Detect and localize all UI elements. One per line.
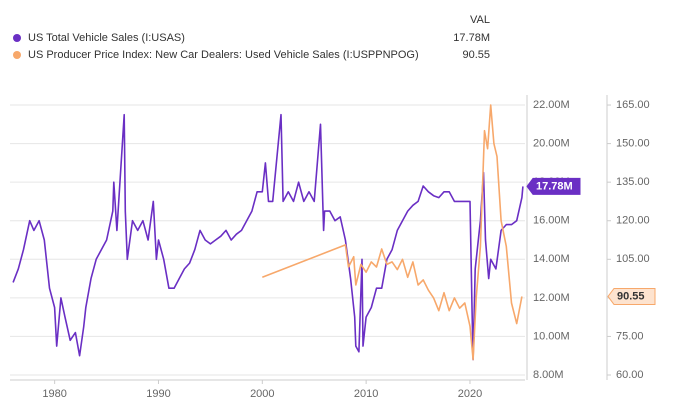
- legend-header: VAL: [470, 14, 490, 26]
- y2-tick-label: 75.00: [616, 330, 644, 342]
- series-line: [12, 113, 524, 361]
- legend-label: US Total Vehicle Sales (I:USAS): [28, 32, 185, 44]
- y-tick-label: 20.00M: [533, 137, 570, 149]
- y2-tick-label: 60.00: [616, 369, 644, 381]
- y-tick-label: 8.00M: [533, 369, 564, 381]
- y-tick-label: 22.00M: [533, 99, 570, 111]
- y2-tick-label: 120.00: [616, 215, 650, 227]
- y2-tick-label: 135.00: [616, 176, 650, 188]
- x-tick-label: 2020: [458, 388, 482, 400]
- legend-value: 17.78M: [453, 32, 490, 44]
- value-badge-label: 17.78M: [536, 180, 573, 192]
- y-tick-label: 10.00M: [533, 330, 570, 342]
- y2-tick-label: 150.00: [616, 138, 650, 150]
- y-tick-label: 14.00M: [533, 253, 570, 265]
- series-line: [262, 104, 523, 361]
- legend-marker: [13, 51, 21, 59]
- legend-marker: [13, 34, 21, 42]
- legend-label: US Producer Price Index: New Car Dealers…: [28, 49, 419, 61]
- x-tick-label: 1980: [42, 388, 66, 400]
- legend-value: 90.55: [462, 49, 490, 61]
- x-tick-label: 2010: [354, 388, 378, 400]
- x-tick-label: 1990: [146, 388, 170, 400]
- y2-tick-label: 105.00: [616, 253, 650, 265]
- value-badge-label: 90.55: [617, 290, 645, 302]
- y-tick-label: 16.00M: [533, 215, 570, 227]
- value-badge: [526, 177, 581, 195]
- value-badge: [607, 287, 656, 305]
- y-tick-label: 12.00M: [533, 292, 570, 304]
- x-tick-label: 2000: [250, 388, 274, 400]
- y2-tick-label: 165.00: [616, 99, 650, 111]
